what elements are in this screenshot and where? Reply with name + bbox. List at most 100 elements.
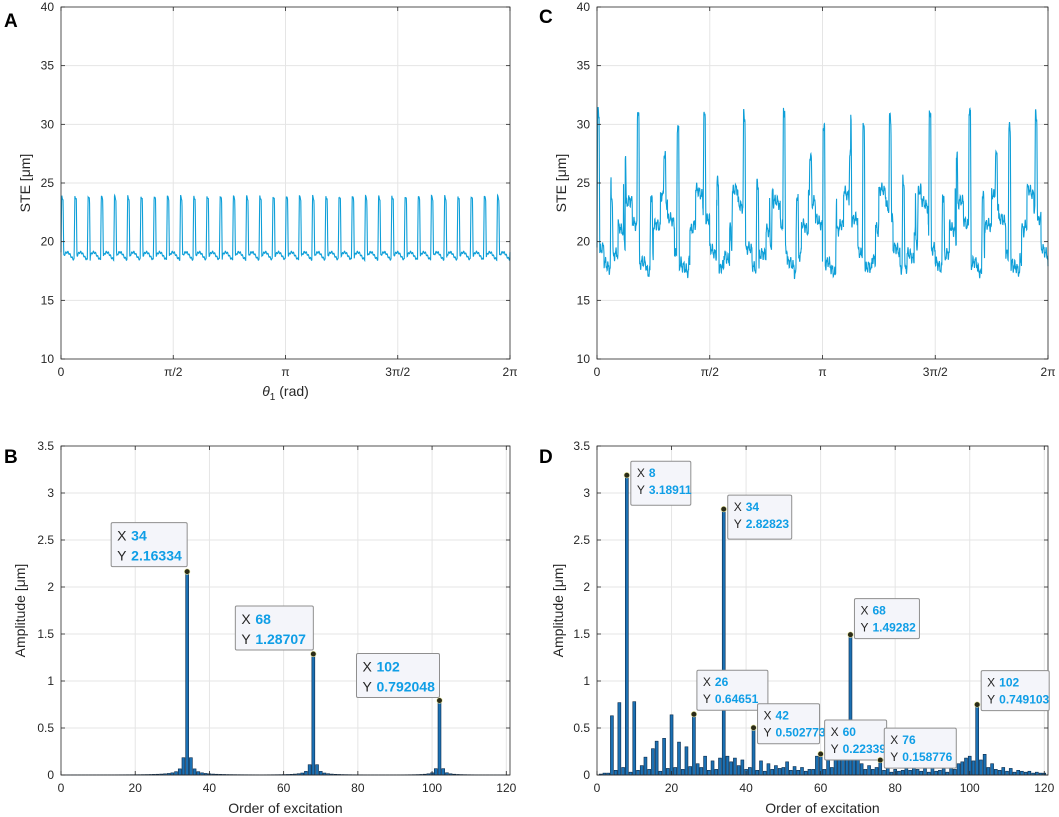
D-bar-82: [900, 769, 905, 776]
D-bar-99: [964, 757, 968, 776]
B-bar-32: [177, 768, 182, 776]
B-datatip-ykey-2: Y: [362, 679, 372, 695]
B-bar-37: [196, 771, 201, 776]
D-bar-42: [751, 727, 756, 776]
D-bar-58: [811, 769, 815, 776]
D-datatip-xval-4: 68: [872, 604, 886, 618]
D-datatip-yval-0: 3.18911: [649, 483, 692, 497]
B-bar-36: [192, 768, 197, 776]
D-xtick-label-4: 80: [889, 781, 903, 795]
D-bar-24: [684, 746, 689, 776]
C-ste-line: [596, 106, 1049, 280]
D-ylabel: Amplitude [μm]: [550, 564, 566, 658]
D-datatip-marker-7: [974, 701, 981, 708]
D-bar-31: [710, 760, 715, 776]
B-ytick-label-3: 1.5: [37, 627, 54, 641]
D-bar-107: [994, 769, 998, 776]
B-xtick-label-6: 120: [496, 781, 516, 795]
D-bar-17: [658, 770, 663, 776]
panel-A: 0 π/2 π 3π/2 2π 10 15 20 25 30 35 40 STE [μm] θ1 (rad…: [4, 0, 517, 403]
D-datatip-ykey-3: Y: [764, 726, 772, 740]
D-datatip-xval-5: 60: [843, 725, 857, 739]
panel-C: 0 π/2 π 3π/2 2π 10 15 20 25 30 35 40 STE [μm] C: [539, 0, 1055, 379]
D-bar-111: [1008, 768, 1013, 776]
A-xtick-label-4: 2π: [503, 365, 518, 379]
B-datatip-yval-1: 1.28707: [255, 631, 306, 647]
D-bar-72: [863, 769, 868, 776]
D-xlabel: Order of excitation: [765, 800, 879, 816]
A-xlabel-unit: (rad): [275, 383, 308, 399]
B-datatip-marker-1: [310, 650, 317, 658]
A-xlabel: θ1 (rad): [262, 383, 309, 403]
C-xtick-label-4: 2π: [1041, 365, 1056, 379]
D-datatip-xval-3: 42: [776, 709, 790, 723]
D-datatip-xkey-3: X: [764, 709, 772, 723]
D-bar-47: [770, 769, 774, 776]
D-bar-109: [1001, 767, 1006, 776]
B-bar-66: [304, 771, 308, 776]
B-bar-70: [318, 771, 323, 776]
D-bar-25: [688, 766, 692, 776]
A-ytick-label-5: 35: [41, 59, 55, 73]
D-datatip-ykey-5: Y: [831, 742, 839, 756]
D-datatip-yval-2: 0.64651: [715, 692, 759, 706]
D-bar-94: [945, 771, 950, 776]
B-bar-31: [174, 771, 178, 776]
D-ytick-label-3: 1.5: [573, 627, 590, 641]
D-bar-18: [662, 738, 666, 776]
D-bar-4: [610, 715, 614, 776]
B-datatip-xkey-2: X: [362, 659, 372, 675]
D-datatip-yval-6: 0.158776: [902, 750, 952, 764]
D-xtick-label-6: 120: [1034, 781, 1054, 795]
B-xtick-label-0: 0: [58, 781, 65, 795]
B-ytick-label-6: 3: [47, 486, 54, 500]
B-bar-68: [311, 653, 316, 776]
B-bar-101: [434, 768, 438, 776]
D-bar-108: [997, 769, 1002, 776]
D-datatip-xkey-1: X: [734, 500, 742, 514]
D-bar-97: [956, 763, 961, 776]
C-ytick-label-1: 15: [577, 293, 591, 307]
A-ytick-label-2: 20: [41, 235, 55, 249]
D-bar-22: [677, 741, 681, 776]
C-ylabel: STE [μm]: [553, 154, 569, 213]
C-ytick-label-5: 35: [577, 59, 591, 73]
D-bar-59: [815, 755, 819, 776]
D-datatip-ykey-7: Y: [987, 693, 995, 707]
D-bar-84: [908, 769, 912, 776]
D-datatip-xval-7: 102: [999, 676, 1019, 690]
D-bar-36: [729, 761, 733, 776]
D-ytick-label-4: 2: [583, 580, 590, 594]
B-datatip-marker-0: [184, 568, 191, 575]
D-bar-103: [979, 759, 983, 776]
D-bar-20: [669, 714, 674, 776]
D-bar-89: [926, 771, 931, 776]
D-bar-73: [867, 765, 871, 776]
D-ytick-label-6: 3: [583, 486, 590, 500]
D-datatip-xkey-2: X: [703, 675, 711, 689]
A-ylabel: STE [μm]: [17, 154, 33, 213]
B-datatip-marker-2: [436, 697, 443, 704]
B-ytick-label-5: 2.5: [37, 533, 54, 547]
B-xtick-label-4: 80: [351, 781, 365, 795]
D-bar-32: [714, 769, 719, 776]
D-bar-19: [666, 768, 670, 776]
B-bar-102: [437, 700, 442, 776]
D-bar-88: [923, 768, 927, 776]
D-xtick-label-2: 40: [739, 781, 753, 795]
D-datatip-box-3: [757, 703, 821, 745]
D-xtick-label-3: 60: [814, 781, 828, 795]
D-datatip-ykey-0: Y: [637, 483, 645, 497]
D-bar-38: [736, 765, 741, 776]
B-xtick-label-2: 40: [203, 781, 217, 795]
A-ste-line: [60, 193, 511, 263]
D-datatip-xkey-4: X: [860, 604, 868, 618]
D-panel-letter: D: [539, 447, 553, 468]
B-axes-box: [60, 445, 511, 776]
D-bar-54: [796, 769, 801, 776]
D-bar-15: [651, 748, 655, 776]
D-datatip-ykey-6: Y: [890, 750, 898, 764]
C-xtick-label-2: π: [818, 365, 826, 379]
D-bar-48: [774, 765, 778, 776]
